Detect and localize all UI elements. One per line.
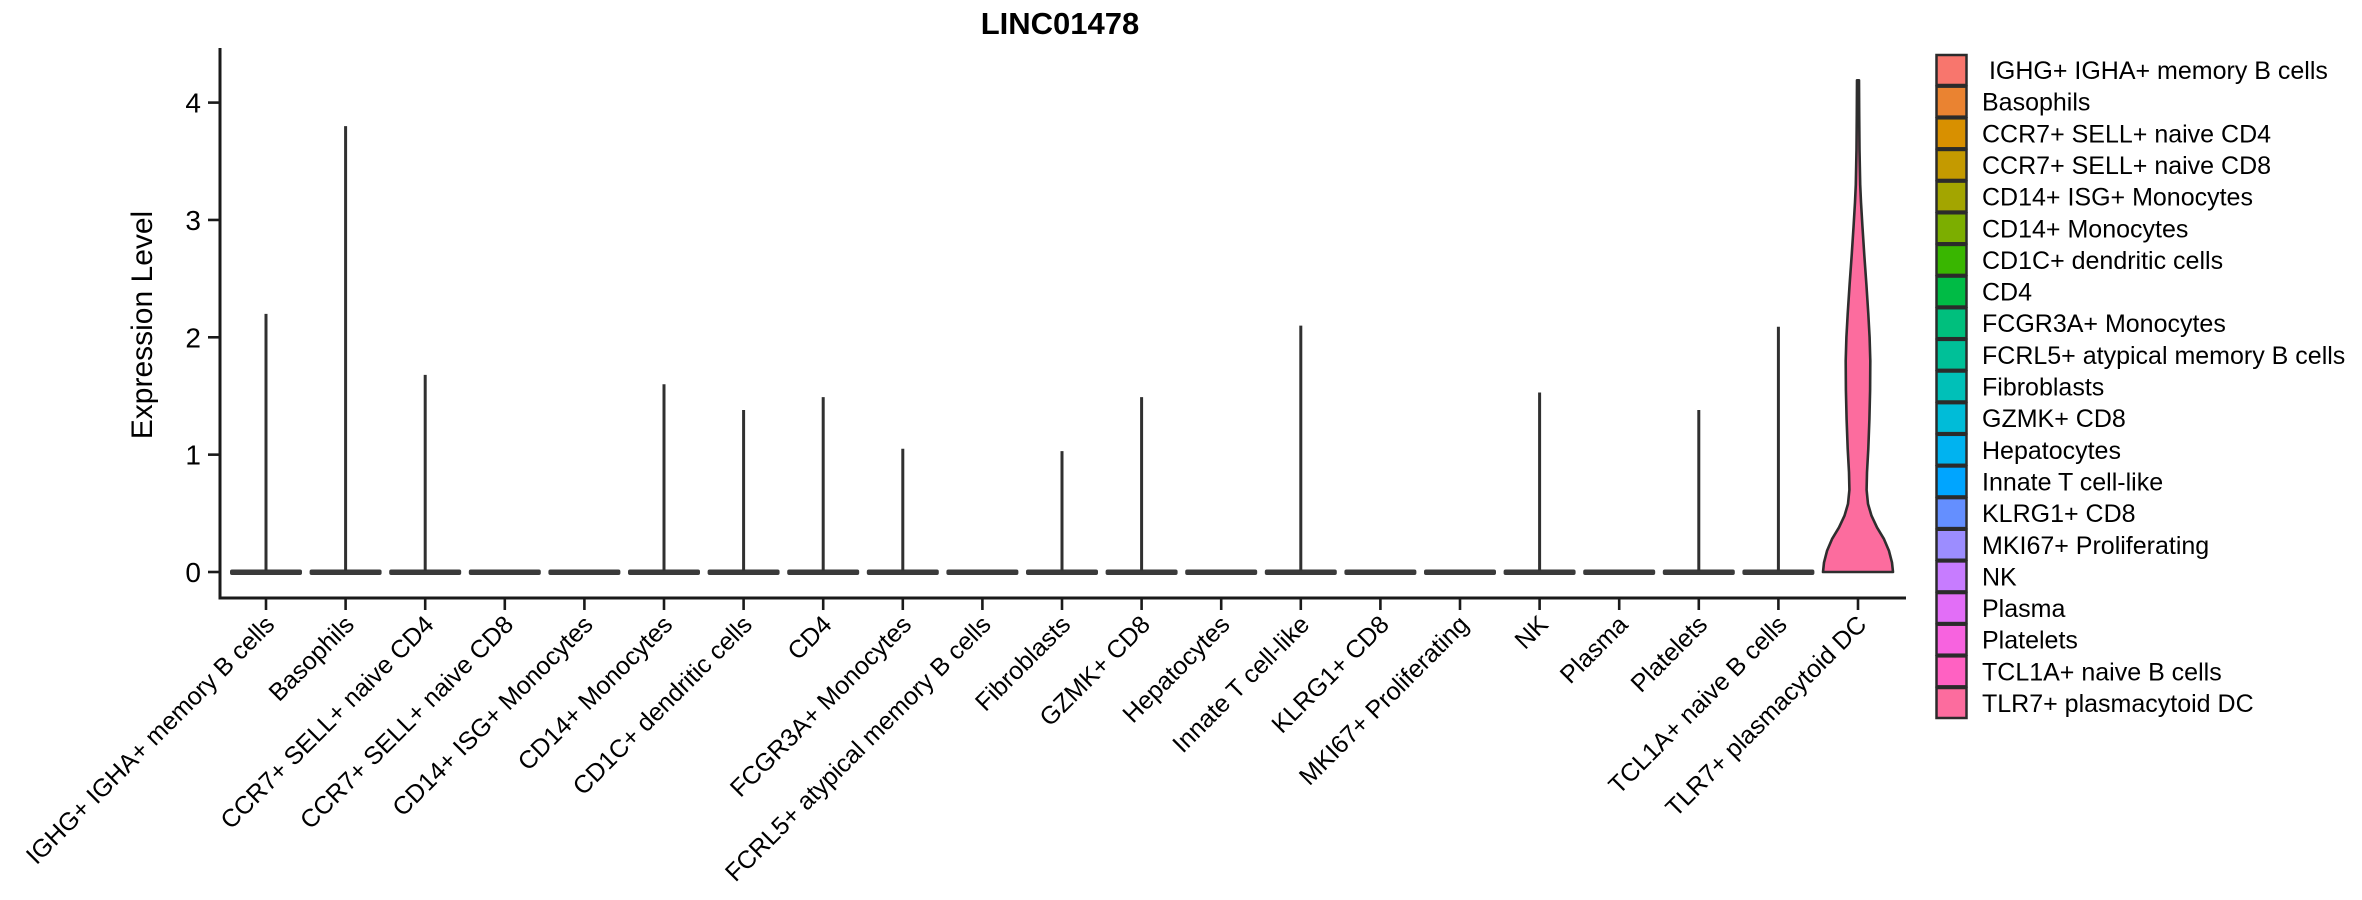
- collapsed-violin: [389, 569, 462, 575]
- legend-label: CCR7+ SELL+ naive CD8: [1982, 152, 2271, 180]
- legend-label: Hepatocytes: [1982, 437, 2121, 465]
- legend-swatch: [1935, 623, 1968, 656]
- collapsed-violin: [468, 569, 541, 575]
- legend-swatch: [1935, 655, 1968, 688]
- legend-label: CCR7+ SELL+ naive CD4: [1982, 120, 2271, 148]
- legend-label: Plasma: [1982, 595, 2065, 623]
- x-axis-ticks: IGHG+ IGHA+ memory B cellsBasophilsCCR7+…: [21, 598, 1872, 887]
- legend-swatch: [1935, 117, 1968, 150]
- legend-label: CD4: [1982, 279, 2032, 307]
- legend-label: CD14+ Monocytes: [1982, 215, 2188, 243]
- violin: [1821, 79, 1895, 574]
- collapsed-violin: [1264, 569, 1337, 575]
- legend-label: Basophils: [1982, 89, 2090, 117]
- legend-swatch: [1935, 560, 1968, 593]
- legend-swatch: [1935, 338, 1968, 372]
- y-tick-label: 2: [185, 322, 201, 353]
- collapsed-violin: [946, 569, 1019, 575]
- legend-label: CD14+ ISG+ Monocytes: [1982, 184, 2253, 212]
- legend-swatch: [1935, 85, 1968, 118]
- legend-swatch: [1935, 148, 1968, 182]
- collapsed-violin: [309, 569, 382, 575]
- legend-label: Innate T cell-like: [1982, 468, 2163, 496]
- x-tick-label: IGHG+ IGHA+ memory B cells: [21, 610, 280, 869]
- collapsed-violin: [628, 569, 700, 575]
- y-tick-label: 3: [185, 205, 201, 236]
- legend-swatch: [1935, 433, 1968, 467]
- legend-swatch: [1935, 528, 1968, 561]
- legend-label: TLR7+ plasmacytoid DC: [1982, 690, 2254, 718]
- legend-swatch: [1935, 465, 1968, 498]
- legend: IGHG+ IGHA+ memory B cells Basophils CCR7+…: [1935, 53, 2345, 720]
- legend-swatch: [1935, 212, 1968, 245]
- legend-label: FCGR3A+ Monocytes: [1982, 310, 2226, 338]
- collapsed-violin: [1583, 569, 1656, 575]
- legend-label: KLRG1+ CD8: [1982, 500, 2136, 528]
- x-tick-label: NK: [1509, 610, 1554, 655]
- legend-label: TCL1A+ naive B cells: [1982, 658, 2222, 686]
- legend-label: IGHG+ IGHA+ memory B cells: [1982, 57, 2328, 85]
- collapsed-violin: [1503, 569, 1576, 575]
- x-tick-label: Innate T cell-like: [1167, 610, 1315, 758]
- collapsed-violin: [707, 569, 780, 575]
- legend-label: Platelets: [1982, 627, 2078, 655]
- y-tick-label: 0: [185, 557, 201, 588]
- collapsed-violin: [1185, 569, 1258, 575]
- x-tick-label: Plasma: [1555, 610, 1634, 689]
- y-tick-label: 1: [185, 440, 201, 471]
- collapsed-violin: [787, 569, 860, 575]
- x-tick-label: CD4: [782, 610, 837, 665]
- legend-label: NK: [1982, 563, 2017, 591]
- collapsed-violin: [866, 569, 939, 575]
- legend-swatch: [1935, 306, 1968, 340]
- legend-label: Fibroblasts: [1982, 374, 2104, 402]
- y-tick-label: 4: [185, 88, 201, 119]
- legend-swatch: [1935, 53, 1968, 87]
- legend-label: GZMK+ CD8: [1982, 405, 2126, 433]
- legend-swatch: [1935, 275, 1968, 308]
- legend-swatch: [1935, 686, 1968, 720]
- legend-swatch: [1935, 591, 1968, 625]
- violins: [230, 79, 1895, 575]
- collapsed-violin: [1742, 569, 1815, 575]
- collapsed-violin: [1662, 569, 1735, 575]
- plot-title: LINC01478: [981, 6, 1140, 41]
- legend-swatch: [1935, 180, 1968, 213]
- collapsed-violin: [548, 569, 621, 575]
- x-tick-label: CD14+ Monocytes: [513, 610, 679, 776]
- collapsed-violin: [1344, 569, 1417, 575]
- legend-label: MKI67+ Proliferating: [1982, 532, 2209, 560]
- legend-label: FCRL5+ atypical memory B cells: [1982, 342, 2345, 370]
- collapsed-violin: [1026, 569, 1098, 575]
- legend-swatch: [1935, 243, 1968, 277]
- legend-swatch: [1935, 401, 1968, 435]
- collapsed-violin: [230, 569, 302, 575]
- legend-swatch: [1935, 370, 1968, 403]
- legend-label: CD1C+ dendritic cells: [1982, 247, 2223, 275]
- collapsed-violin: [1105, 569, 1178, 575]
- y-axis-ticks: 0 1 2 3 4: [185, 88, 220, 588]
- collapsed-violin: [1424, 569, 1496, 575]
- y-axis-title: Expression Level: [126, 211, 159, 439]
- legend-swatch: [1935, 496, 1968, 530]
